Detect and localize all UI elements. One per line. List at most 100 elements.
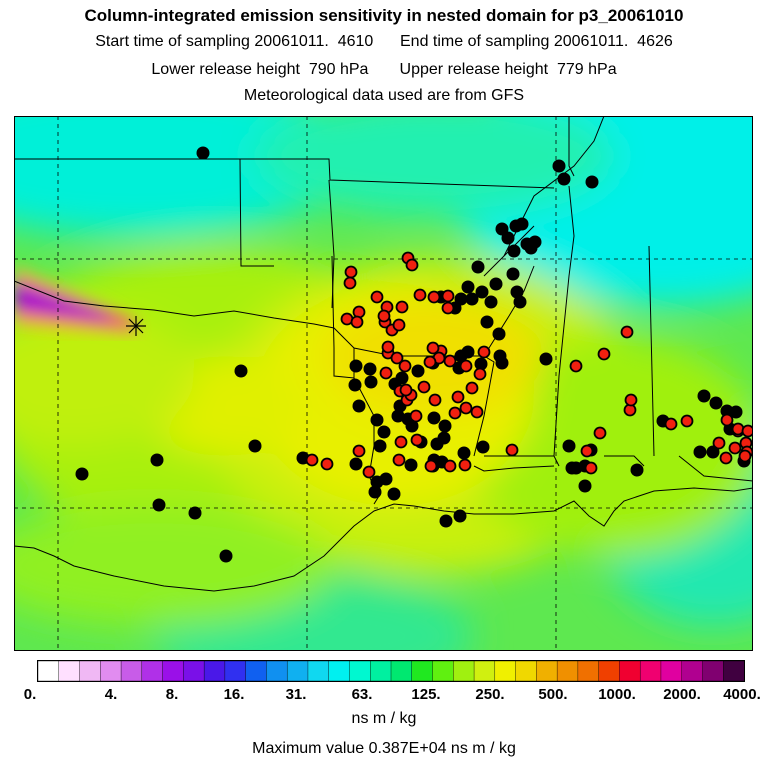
station-dot-red bbox=[398, 359, 412, 373]
station-dot-black bbox=[348, 378, 362, 392]
station-dot-red bbox=[459, 401, 473, 415]
station-dot-red bbox=[473, 367, 487, 381]
station-dot-black bbox=[427, 411, 441, 425]
legend-swatch bbox=[286, 660, 309, 682]
station-dot-red bbox=[343, 276, 357, 290]
station-dot-red bbox=[569, 359, 583, 373]
legend-tick-label: 2000. bbox=[663, 686, 701, 703]
station-dot-red bbox=[392, 318, 406, 332]
station-dot-black bbox=[476, 440, 490, 454]
station-dot-black bbox=[349, 457, 363, 471]
station-dot-red bbox=[728, 441, 742, 455]
station-dot-red bbox=[458, 458, 472, 472]
station-dot-black bbox=[552, 159, 566, 173]
legend-swatch bbox=[183, 660, 205, 682]
legend-swatch bbox=[245, 660, 267, 682]
station-dot-black bbox=[453, 509, 467, 523]
legend-swatch bbox=[453, 660, 475, 682]
legend-tick-labels: 0. 4. 8. 16. 31. 63. 125. 250. 500. 1000. 2000. 400… bbox=[24, 686, 761, 703]
legend-unit: ns m / kg bbox=[351, 710, 417, 727]
station-dot-black bbox=[404, 458, 418, 472]
station-dot-black bbox=[630, 463, 644, 477]
station-dot-black bbox=[439, 514, 453, 528]
station-dot-black bbox=[471, 260, 485, 274]
legend-swatch bbox=[141, 660, 164, 682]
station-dot-black bbox=[475, 285, 489, 299]
legend-swatch bbox=[307, 660, 330, 682]
coastline bbox=[14, 487, 753, 592]
station-dot-black bbox=[364, 375, 378, 389]
station-dot-red bbox=[738, 449, 752, 463]
station-dot-red bbox=[741, 424, 753, 438]
graticule bbox=[14, 116, 753, 651]
legend-swatch bbox=[723, 660, 745, 682]
station-dot-black bbox=[152, 498, 166, 512]
legend-tick-label: 500. bbox=[538, 686, 567, 703]
station-dot-red bbox=[399, 383, 413, 397]
station-dot-red bbox=[409, 409, 423, 423]
station-dot-black bbox=[373, 439, 387, 453]
station-dot-black bbox=[234, 364, 248, 378]
legend-swatch bbox=[79, 660, 101, 682]
legend-swatch bbox=[390, 660, 413, 682]
station-dot-red bbox=[580, 444, 594, 458]
station-dot-red bbox=[470, 405, 484, 419]
legend-tick-label: 63. bbox=[352, 686, 373, 703]
legend-swatch bbox=[370, 660, 392, 682]
station-dot-red bbox=[417, 380, 431, 394]
release-point-marker bbox=[126, 316, 146, 336]
legend-swatch bbox=[515, 660, 537, 682]
station-dot-red bbox=[305, 453, 319, 467]
station-dot-black bbox=[219, 549, 233, 563]
legend-swatch bbox=[37, 660, 60, 682]
legend-swatch bbox=[660, 660, 683, 682]
station-dot-red bbox=[350, 315, 364, 329]
station-dot-black bbox=[578, 479, 592, 493]
station-dot-red bbox=[719, 451, 733, 465]
station-dot-red bbox=[720, 413, 734, 427]
legend-tick-label: 16. bbox=[224, 686, 245, 703]
sensitivity-map bbox=[14, 116, 753, 651]
legend-swatch bbox=[266, 660, 288, 682]
legend-swatch bbox=[162, 660, 184, 682]
station-dot-black bbox=[515, 217, 529, 231]
station-dot-red bbox=[428, 393, 442, 407]
station-dot-black bbox=[387, 487, 401, 501]
legend-swatch bbox=[58, 660, 81, 682]
station-dot-red bbox=[426, 341, 440, 355]
station-dot-black bbox=[729, 405, 743, 419]
station-dot-black bbox=[539, 352, 553, 366]
station-dot-red bbox=[465, 381, 479, 395]
legend-tick-label: 0. bbox=[24, 686, 37, 703]
station-dot-red bbox=[392, 453, 406, 467]
legend-tick-label: 4. bbox=[105, 686, 118, 703]
legend-tick-label: 1000. bbox=[598, 686, 636, 703]
legend-swatch bbox=[702, 660, 724, 682]
station-dot-red bbox=[624, 393, 638, 407]
station-dot-red bbox=[405, 258, 419, 272]
legend-tick-label: 4000. bbox=[723, 686, 761, 703]
measurement-stations bbox=[75, 146, 753, 563]
station-dot-red bbox=[712, 436, 726, 450]
station-dot-red bbox=[597, 347, 611, 361]
legend-swatch bbox=[100, 660, 122, 682]
station-dot-black bbox=[438, 419, 452, 433]
station-dot-black bbox=[524, 241, 538, 255]
station-dot-red bbox=[377, 309, 391, 323]
color-legend: 0. 4. 8. 16. 31. 63. 125. 250. 500. 1000. 2000. 400… bbox=[24, 660, 761, 703]
station-dot-red bbox=[424, 459, 438, 473]
station-dot-black bbox=[565, 461, 579, 475]
station-dot-red bbox=[394, 435, 408, 449]
sampling-time-line: Start time of sampling 20061011. 4610 En… bbox=[95, 33, 673, 50]
station-dot-black bbox=[391, 409, 405, 423]
legend-swatch bbox=[473, 660, 496, 682]
sensitivity-field bbox=[14, 116, 753, 651]
station-dot-red bbox=[423, 355, 437, 369]
emission-plume bbox=[14, 266, 139, 334]
station-dot-black bbox=[75, 467, 89, 481]
legend-swatch bbox=[556, 660, 579, 682]
legend-swatch bbox=[619, 660, 641, 682]
station-dot-black bbox=[379, 472, 393, 486]
station-dot-black bbox=[492, 327, 506, 341]
station-dot-red bbox=[443, 354, 457, 368]
